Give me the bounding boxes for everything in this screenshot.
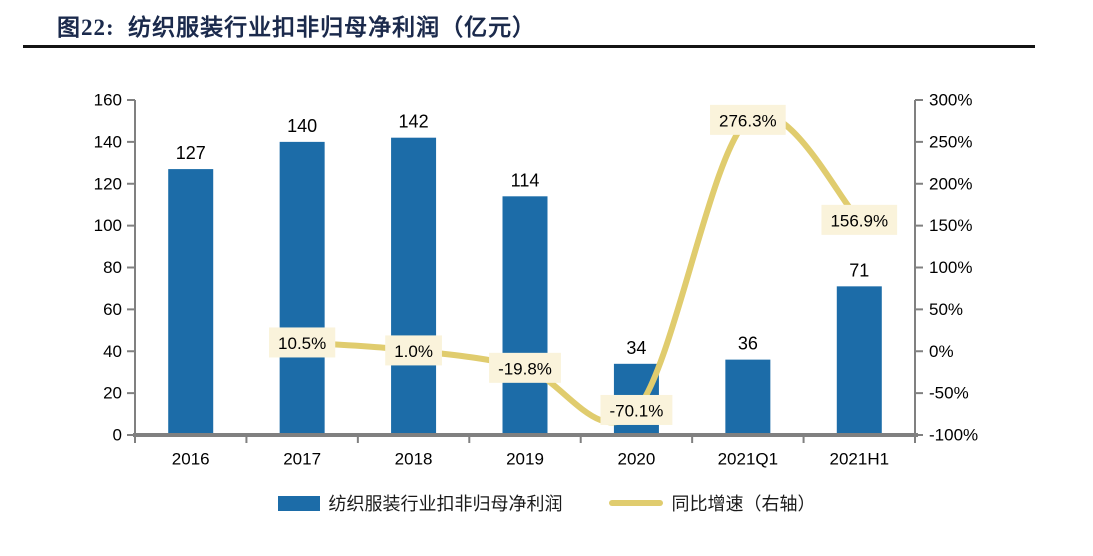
legend-bar-label: 纺织服装行业扣非归母净利润 [328,494,563,514]
line-point-label: 1.0% [394,342,433,361]
chart-legend: 纺织服装行业扣非归母净利润 同比增速（右轴） [0,490,1093,516]
left-axis-tick-label: 20 [103,384,122,403]
bar [836,286,882,435]
chart-canvas: 0 20 40 60 80 100 120 140 160 -100% -50% 0% 50% 100% 1… [94,91,979,469]
bar [502,196,548,435]
right-axis-tick-label: 300% [929,91,972,110]
bar-value-label: 36 [738,334,758,354]
left-axis-tick-label: 160 [94,91,122,110]
figure-title: 图22: 纺织服装行业扣非归母净利润（亿元） [57,15,537,40]
bar [725,359,771,435]
bar [168,169,214,435]
x-axis-label: 2017 [283,450,321,469]
right-axis-tick-label: -100% [929,426,978,445]
line-point-label-box [489,352,561,383]
x-axis-label: 2019 [506,450,544,469]
bar-value-label: 140 [287,116,317,136]
line-point-label-box [710,104,786,135]
line-point-label: -19.8% [498,359,552,378]
line-point-label: -70.1% [609,401,663,420]
bar-value-label: 114 [511,170,540,190]
left-axis-tick-label: 0 [113,426,122,445]
x-axis-label: 2021H1 [830,450,890,469]
line-point-label-box [385,335,442,366]
bar-value-label: 142 [399,112,429,132]
line-point-label-box [600,394,673,425]
right-axis-tick-label: 0% [929,342,954,361]
legend-line-label: 同比增速（右轴） [671,494,816,514]
x-axis-label: 2020 [618,450,656,469]
line-point-label-box [821,204,898,235]
line-point-label-box [269,327,336,358]
x-axis-label: 2021Q1 [718,450,779,469]
line-swatch-icon [608,500,663,506]
left-axis-tick-label: 80 [103,258,122,277]
line-point-label: 10.5% [278,334,326,353]
right-axis-tick-label: 50% [929,300,963,319]
bar-value-label: 71 [849,260,869,280]
right-axis-tick-label: -50% [929,384,969,403]
right-axis-tick-label: 200% [929,174,972,193]
left-axis-tick-label: 100 [94,216,122,235]
left-axis-tick-label: 40 [103,342,122,361]
x-axis-label: 2016 [172,450,210,469]
line-point-label: 276.3% [719,111,777,130]
right-axis-tick-label: 150% [929,216,972,235]
right-axis-tick-label: 100% [929,258,972,277]
bar-value-label: 34 [626,338,646,358]
left-axis-tick-label: 120 [94,174,122,193]
legend-item-line: 同比增速（右轴） [608,490,816,516]
bar-swatch-icon [277,495,320,511]
title-underline [23,45,1035,48]
left-axis-tick-label: 140 [94,132,122,151]
bar [279,141,325,435]
legend-item-bar: 纺织服装行业扣非归母净利润 [277,490,563,516]
bar-value-label: 127 [176,143,206,163]
right-axis-tick-label: 250% [929,132,972,151]
line-point-label: 156.9% [830,211,888,230]
x-axis-label: 2018 [395,450,433,469]
growth-line [299,111,863,426]
bar [391,137,437,435]
left-axis-tick-label: 60 [103,300,122,319]
